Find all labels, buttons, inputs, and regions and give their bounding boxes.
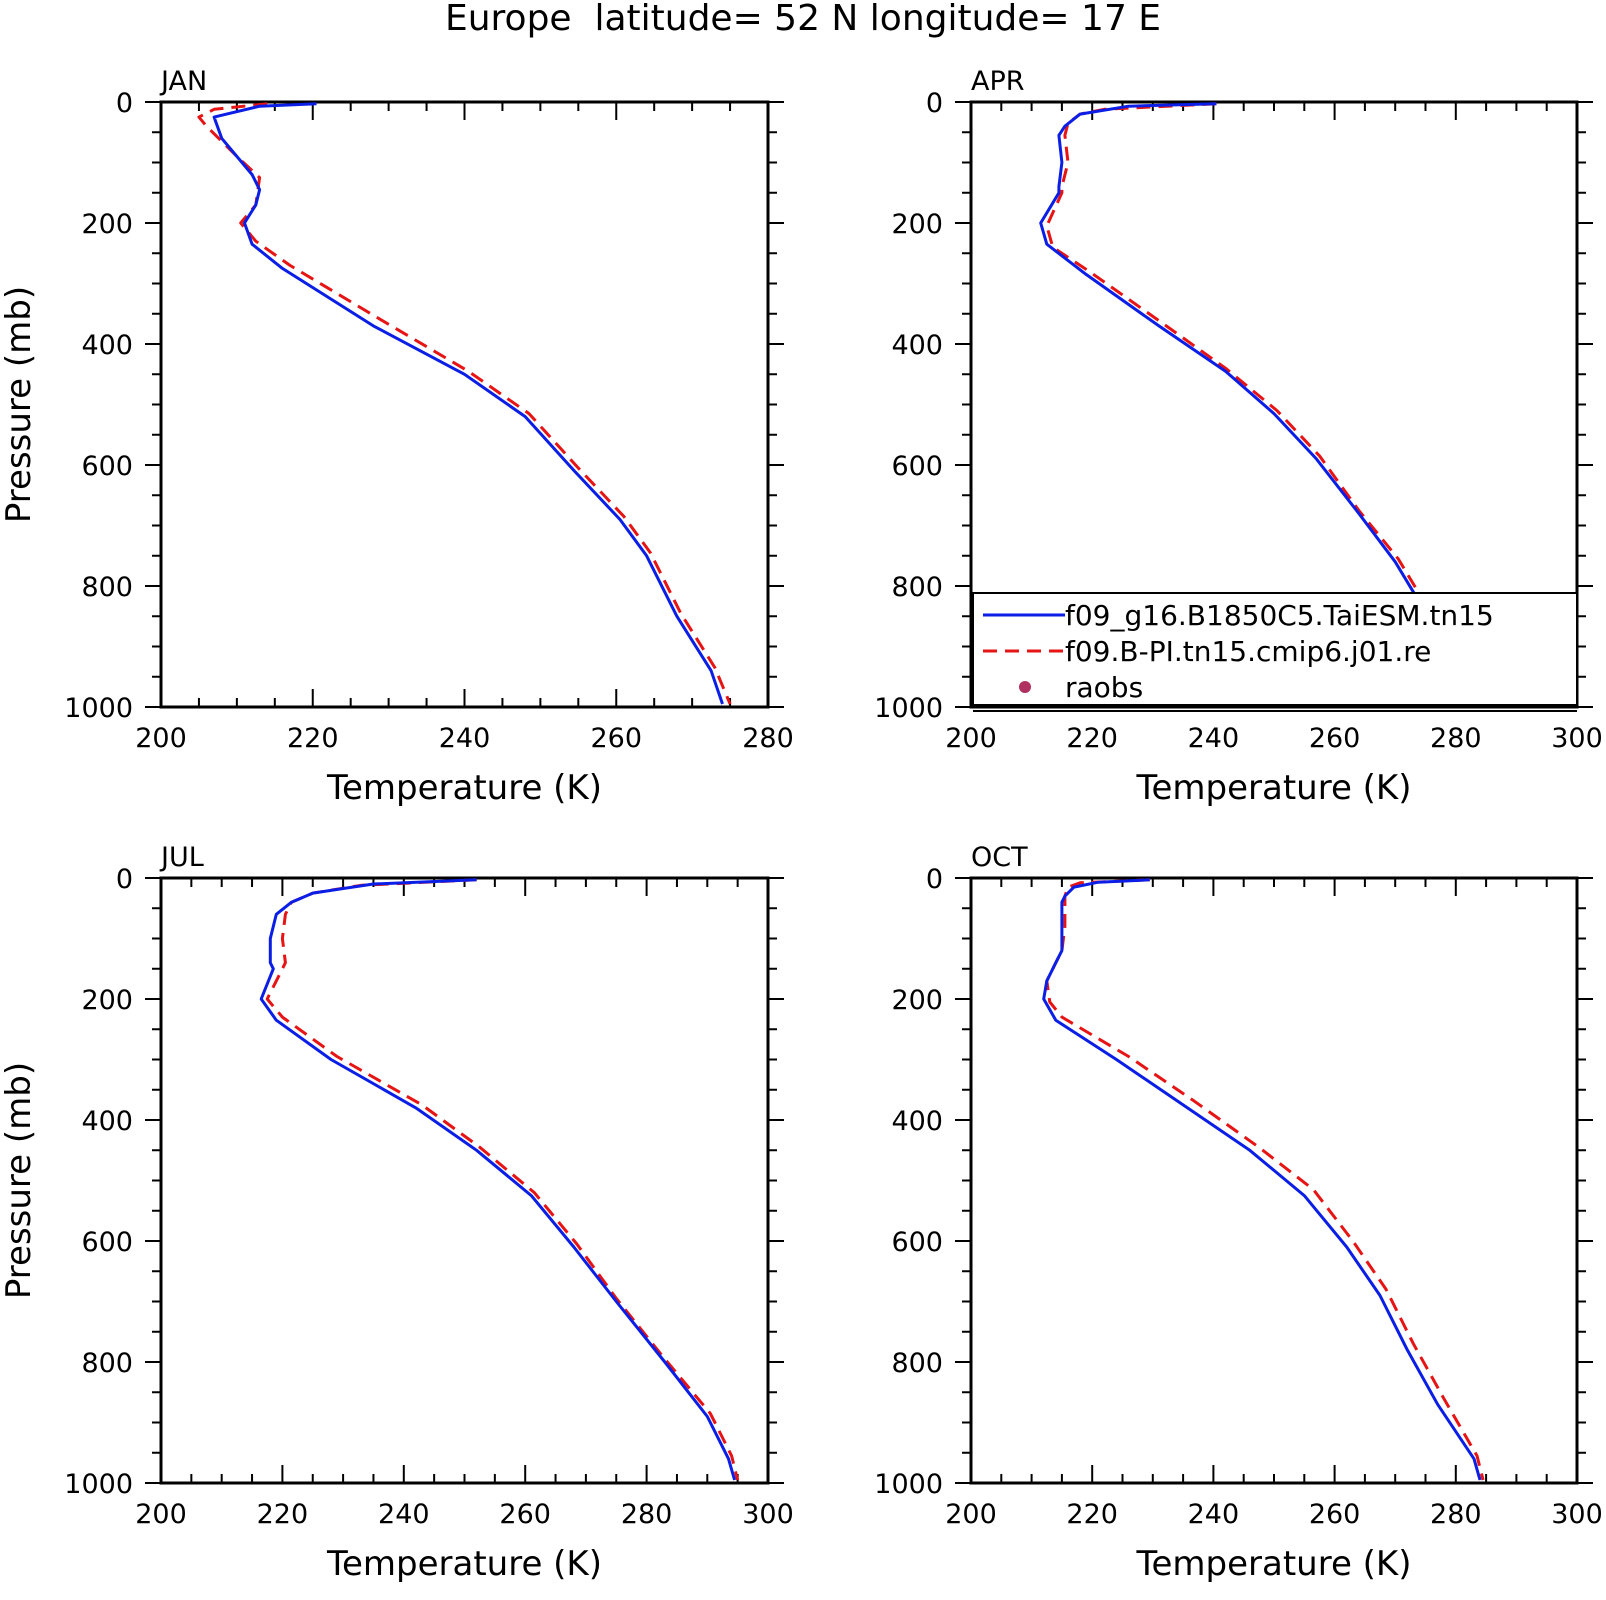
x-tick-label: 280 — [742, 723, 794, 754]
x-tick-label: 300 — [1551, 723, 1603, 754]
y-tick-label: 600 — [891, 1227, 943, 1258]
x-tick-label: 260 — [499, 1499, 551, 1530]
y-tick-label: 200 — [81, 985, 133, 1016]
y-tick-label: 400 — [81, 330, 133, 361]
y-tick-label: 800 — [891, 1348, 943, 1379]
y-tick-label: 800 — [81, 572, 133, 603]
x-axis-label: Temperature (K) — [326, 768, 602, 808]
panel-title: JAN — [159, 66, 207, 97]
x-tick-label: 240 — [378, 1499, 430, 1530]
y-tick-label: 200 — [81, 209, 133, 240]
x-tick-label: 280 — [1430, 723, 1482, 754]
legend: f09_g16.B1850C5.TaiESM.tn15f09.B-PI.tn15… — [972, 592, 1578, 712]
legend-box — [972, 592, 1578, 706]
y-tick-label: 0 — [926, 88, 943, 119]
series-line-control — [265, 878, 740, 1481]
figure-title: Europe latitude= 52 N longitude= 17 E — [445, 0, 1161, 39]
x-tick-label: 220 — [257, 1499, 309, 1530]
series-line-control — [197, 102, 732, 705]
y-tick-label: 1000 — [874, 693, 943, 724]
panel-title: JUL — [159, 842, 204, 873]
x-tick-label: 220 — [1066, 723, 1118, 754]
series-line-model — [259, 878, 737, 1481]
legend-label: f09_g16.B1850C5.TaiESM.tn15 — [1065, 599, 1494, 632]
y-tick-label: 600 — [81, 451, 133, 482]
x-tick-label: 240 — [439, 723, 491, 754]
x-tick-label: 240 — [1188, 1499, 1240, 1530]
y-tick-label: 800 — [891, 572, 943, 603]
x-axis-label: Temperature (K) — [326, 1544, 602, 1584]
y-tick-label: 0 — [926, 864, 943, 895]
y-axis-label: Pressure (mb) — [0, 1062, 39, 1299]
legend-label: f09.B-PI.tn15.cmip6.j01.re — [1065, 635, 1431, 668]
y-tick-label: 1000 — [64, 1469, 133, 1500]
y-tick-label: 200 — [891, 985, 943, 1016]
y-tick-label: 400 — [81, 1106, 133, 1137]
x-tick-label: 220 — [1066, 1499, 1118, 1530]
y-tick-label: 400 — [891, 330, 943, 361]
x-tick-label: 200 — [945, 1499, 997, 1530]
series-line-control — [1045, 878, 1485, 1481]
legend-marker-raobs — [1019, 681, 1031, 693]
legend-label: raobs — [1065, 671, 1143, 704]
x-tick-label: 280 — [1430, 1499, 1482, 1530]
x-tick-label: 260 — [1309, 1499, 1361, 1530]
panel-jan: 200 220 240 260 280 0 200 400 600 800 1000 JAN Tempe… — [0, 66, 794, 808]
x-axis-label: Temperature (K) — [1135, 1544, 1411, 1584]
x-tick-label: 200 — [945, 723, 997, 754]
x-tick-label: 280 — [621, 1499, 673, 1530]
panel-jul: 200 220 240 260 280 300 0 200 400 600 800 1000 JUL Te… — [0, 842, 794, 1584]
panel-title: APR — [971, 66, 1025, 97]
x-tick-label: 260 — [1309, 723, 1361, 754]
y-tick-label: 200 — [891, 209, 943, 240]
x-tick-label: 260 — [590, 723, 642, 754]
plot-frame — [969, 876, 1579, 1485]
y-tick-label: 800 — [81, 1348, 133, 1379]
x-tick-label: 240 — [1188, 723, 1240, 754]
x-axis-label: Temperature (K) — [1135, 768, 1411, 808]
y-tick-label: 600 — [81, 1227, 133, 1258]
panel-title: OCT — [971, 842, 1028, 873]
panels-group: 200 220 240 260 280 0 200 400 600 800 1000 JAN Tempe… — [0, 66, 1603, 1584]
x-tick-label: 200 — [135, 723, 187, 754]
y-axis-label: Pressure (mb) — [0, 286, 39, 523]
x-tick-label: 200 — [135, 1499, 187, 1530]
panel-apr: 200 220 240 260 280 300 0 200 400 600 800 1000 APR Te… — [874, 66, 1602, 808]
series-line-model — [1039, 102, 1482, 705]
y-tick-label: 600 — [891, 451, 943, 482]
y-tick-label: 1000 — [874, 1469, 943, 1500]
series-line-model — [1042, 878, 1482, 1481]
y-tick-label: 0 — [116, 88, 133, 119]
panel-oct: 200 220 240 260 280 300 0 200 400 600 800 1000 OCT Te… — [874, 842, 1602, 1584]
y-tick-label: 400 — [891, 1106, 943, 1137]
plot-frame — [159, 876, 770, 1485]
x-tick-label: 300 — [1551, 1499, 1603, 1530]
y-tick-label: 0 — [116, 864, 133, 895]
x-tick-label: 220 — [287, 723, 339, 754]
y-tick-label: 1000 — [64, 693, 133, 724]
x-tick-label: 300 — [742, 1499, 794, 1530]
series-line-model — [212, 102, 724, 705]
